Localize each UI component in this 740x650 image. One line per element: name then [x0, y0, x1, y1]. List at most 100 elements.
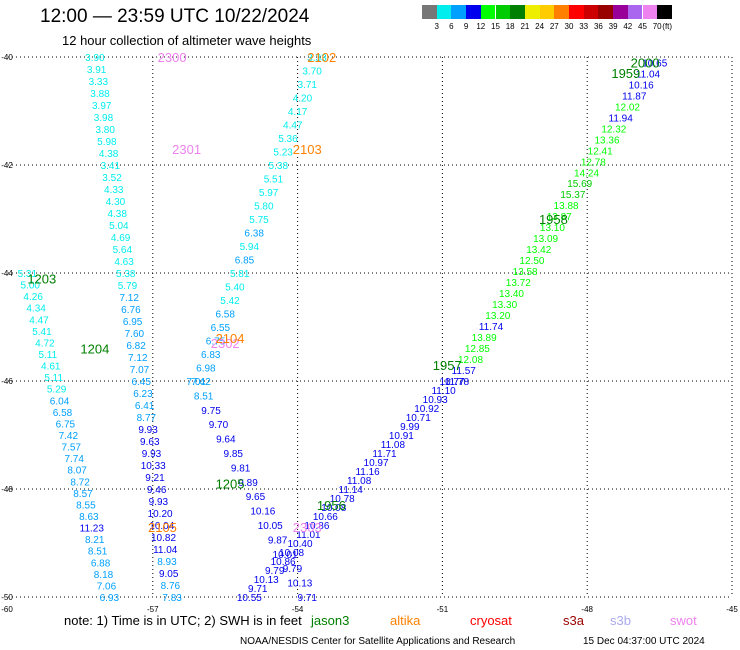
pass-time-label: 1959 — [611, 66, 640, 81]
swh-point-label: 9.81 — [231, 463, 251, 474]
chart-axes: -57 -54 -51 -48 -45 -40 -42 -44 -46 -48 -50 -60 — [1, 53, 738, 614]
swh-point-label: 5.80 — [254, 202, 274, 213]
swh-point-label: 7.12 — [119, 293, 139, 304]
swh-point-label: 6.98 — [196, 364, 216, 375]
swh-point-label: 9.85 — [224, 449, 244, 460]
swh-point-label: 14.24 — [574, 168, 599, 179]
swh-point-label: 5.79 — [118, 281, 138, 292]
swh-point-label: 4.33 — [104, 185, 124, 196]
x-tick-label: -48 — [581, 605, 593, 614]
swh-point-label: 6.23 — [133, 389, 153, 400]
colorbar-label: 27 — [549, 22, 559, 31]
x-tick-label: -57 — [147, 605, 159, 614]
swh-point-label: 11.04 — [153, 545, 178, 556]
swh-point-label: 11.74 — [479, 322, 504, 333]
swh-point-label: 7.42 — [59, 431, 79, 442]
swh-point-label: 8.21 — [85, 535, 105, 546]
swh-point-label: 10.97 — [364, 458, 389, 469]
swh-point-label: 4.34 — [26, 304, 46, 315]
swh-point-label: 3.97 — [92, 101, 112, 112]
swh-point-label: 5.81 — [230, 269, 250, 280]
footer-timestamp: 15 Dec 04:37:00 UTC 2024 — [583, 636, 705, 647]
swh-point-label: 6.58 — [53, 408, 73, 419]
swh-point-label: 10.92 — [414, 404, 439, 415]
chart-time-labels: 2300 2301 2302 2303 2102 2103 2104 2105 1203 1204… — [27, 50, 659, 535]
swh-point-label: 9.65 — [246, 492, 266, 503]
swh-point-label: 13.09 — [533, 234, 558, 245]
swh-point-label: 13.58 — [513, 267, 538, 278]
swh-point-label: 3.52 — [102, 173, 122, 184]
swh-point-label: 8.18 — [94, 570, 114, 581]
x-tick-label: -54 — [292, 605, 304, 614]
swh-point-label: 7.83 — [162, 593, 182, 604]
colorbar-swatch — [613, 5, 628, 19]
legend-item-s3a: s3a — [563, 613, 584, 628]
colorbar-swatch — [627, 5, 643, 19]
swh-point-label: 3.98 — [94, 113, 114, 124]
swh-point-label: 13.89 — [472, 333, 497, 344]
swh-point-label: 6.75 — [56, 419, 76, 430]
swh-point-label: 9.93 — [142, 449, 162, 460]
swh-point-label: 11.10 — [431, 386, 456, 397]
swh-point-label: 10.86 — [271, 557, 296, 568]
swh-point-label: 10.77 — [440, 377, 465, 388]
swh-point-label: 5.04 — [109, 221, 129, 232]
swh-point-label: 5.98 — [97, 137, 117, 148]
swh-point-label: 3.90 — [85, 53, 105, 64]
colorbar-swatch — [569, 5, 584, 19]
swh-point-label: 3.33 — [89, 77, 109, 88]
swh-point-label: 4.17 — [288, 107, 308, 118]
page-title: 12:00 — 23:59 UTC 10/22/2024 — [40, 6, 310, 27]
colorbar-swatch — [466, 5, 481, 19]
swh-point-label: 13.88 — [554, 201, 579, 212]
y-tick-label: -42 — [1, 161, 13, 170]
legend-item-cryosat: cryosat — [470, 613, 512, 628]
swh-point-label: 5.64 — [113, 245, 133, 256]
swh-point-label: 3.70 — [302, 67, 322, 78]
swh-point-label: 7.06 — [97, 581, 117, 592]
swh-point-label: 13.40 — [499, 289, 524, 300]
pass-time-label: 2302 — [211, 336, 240, 351]
colorbar-swatch — [451, 5, 467, 19]
swh-point-label: 10.40 — [287, 539, 312, 550]
swh-point-label: 3.80 — [95, 125, 115, 136]
colorbar-swatch — [422, 5, 437, 19]
swh-point-label: 12.02 — [615, 102, 640, 113]
swh-point-label: 8.76 — [161, 581, 181, 592]
swh-point-label: 9.79 — [265, 566, 285, 577]
swh-point-label: 4.61 — [41, 362, 61, 373]
swh-point-label: 10.78 — [330, 494, 355, 505]
swh-point-label: 5.41 — [32, 327, 52, 338]
swh-point-label: 10.20 — [148, 509, 173, 520]
swh-point-label: 13.87 — [547, 212, 572, 223]
swh-point-label: 11.16 — [355, 467, 380, 478]
swh-point-label: 3.91 — [87, 65, 107, 76]
swh-point-label: 5.51 — [264, 175, 284, 186]
swh-point-label: 12.41 — [588, 146, 613, 157]
swh-point-label: 10.01 — [273, 550, 298, 561]
colorbar-swatch — [510, 5, 525, 19]
pass-time-label: 2105 — [148, 520, 177, 535]
pass-time-label: 2103 — [293, 142, 322, 157]
swh-point-label: 7.74 — [64, 454, 84, 465]
swh-point-label: 5.23 — [273, 148, 293, 159]
swh-point-label: 11.87 — [622, 91, 647, 102]
swh-point-label: 10.55 — [237, 593, 262, 604]
swh-point-label: 11.01 — [296, 530, 321, 541]
swh-point-label: 4.38 — [107, 209, 127, 220]
colorbar-label: 24 — [535, 22, 545, 31]
y-tick-label: -44 — [1, 269, 13, 278]
swh-point-label: 12.85 — [465, 344, 490, 355]
pass-time-label: 2102 — [307, 50, 336, 65]
legend-item-jason3: jason3 — [311, 613, 350, 628]
swh-point-label: 13.10 — [540, 223, 565, 234]
swh-point-label: 6.75 — [206, 337, 226, 348]
swh-point-label: 5.36 — [278, 134, 298, 145]
colorbar-swatch — [583, 5, 599, 19]
swh-point-label: 7.07 — [130, 365, 150, 376]
swh-point-label: 10.08 — [279, 548, 304, 559]
swh-point-label: 7.42 — [191, 377, 211, 388]
pass-time-label: 1958 — [539, 212, 568, 227]
swh-point-label: 12.50 — [519, 256, 544, 267]
page-subtitle: 12 hour collection of altimeter wave hei… — [62, 33, 312, 48]
